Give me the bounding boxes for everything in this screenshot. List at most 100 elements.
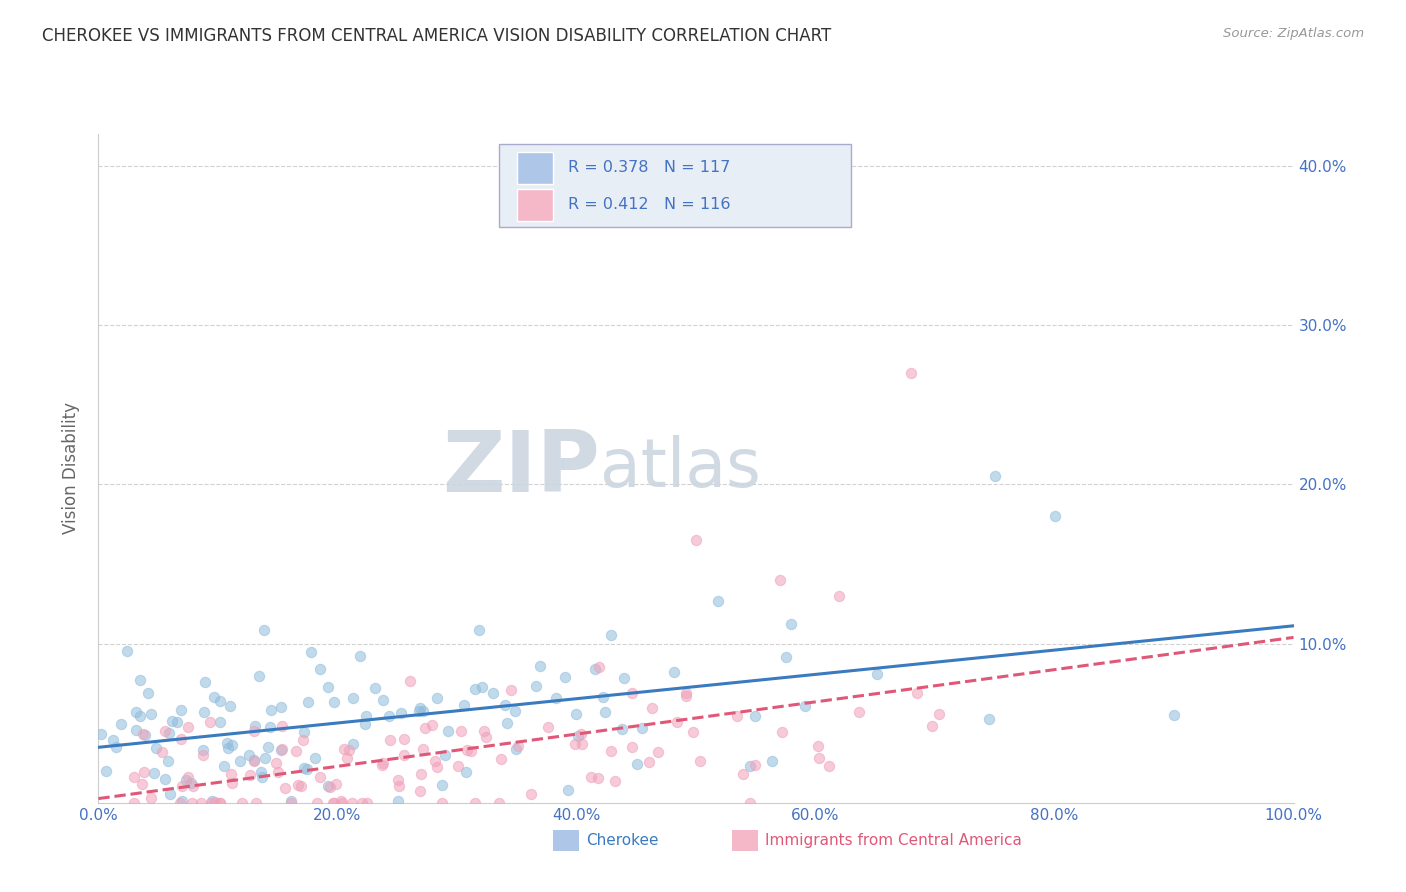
Point bbox=[292, 732, 315, 747]
Point bbox=[818, 759, 841, 773]
Point bbox=[398, 673, 420, 688]
Point bbox=[647, 745, 669, 759]
Point bbox=[150, 745, 173, 759]
Point bbox=[408, 704, 430, 718]
Point bbox=[434, 748, 457, 763]
Point bbox=[412, 742, 434, 756]
Point bbox=[567, 729, 589, 743]
Point bbox=[270, 719, 292, 733]
Point bbox=[371, 756, 394, 771]
Point bbox=[848, 705, 870, 719]
Point bbox=[392, 732, 415, 747]
Point bbox=[738, 759, 761, 773]
Point bbox=[243, 754, 266, 768]
Point bbox=[464, 682, 486, 697]
Point bbox=[409, 701, 432, 715]
Point bbox=[503, 704, 526, 718]
Point bbox=[354, 709, 377, 723]
Point bbox=[565, 707, 588, 722]
Point bbox=[593, 705, 616, 719]
Point bbox=[453, 698, 475, 713]
Point bbox=[423, 754, 446, 768]
Point bbox=[554, 670, 576, 684]
Point bbox=[322, 796, 344, 810]
Point bbox=[253, 623, 276, 637]
Point bbox=[900, 366, 922, 380]
Point bbox=[371, 693, 394, 707]
Point bbox=[450, 724, 472, 739]
Point bbox=[471, 680, 494, 694]
Bar bbox=[517, 152, 553, 184]
Point bbox=[488, 796, 510, 810]
Point bbox=[172, 779, 194, 793]
Point bbox=[505, 742, 527, 756]
Point bbox=[569, 727, 592, 741]
Point bbox=[342, 691, 364, 706]
Point bbox=[204, 795, 226, 809]
Point bbox=[247, 668, 270, 682]
Point bbox=[354, 717, 377, 731]
Point bbox=[174, 772, 197, 787]
Point bbox=[307, 796, 329, 810]
Point bbox=[626, 757, 648, 772]
Point bbox=[333, 742, 356, 756]
Point bbox=[139, 791, 162, 805]
Point bbox=[257, 740, 280, 755]
Point bbox=[557, 782, 579, 797]
Point bbox=[330, 794, 353, 808]
Text: Source: ZipAtlas.com: Source: ZipAtlas.com bbox=[1223, 27, 1364, 40]
Point bbox=[336, 751, 359, 765]
Point bbox=[322, 796, 344, 810]
Point bbox=[253, 750, 276, 764]
Point bbox=[170, 794, 193, 808]
Point bbox=[408, 783, 430, 797]
Point bbox=[426, 760, 449, 774]
Point bbox=[456, 743, 478, 757]
Point bbox=[472, 724, 495, 739]
Point bbox=[125, 705, 148, 719]
Point bbox=[378, 709, 401, 723]
Point bbox=[292, 761, 315, 775]
Point bbox=[529, 658, 551, 673]
Point bbox=[155, 772, 177, 786]
Point bbox=[322, 694, 344, 708]
Point bbox=[169, 796, 191, 810]
Point bbox=[630, 721, 652, 735]
Point bbox=[411, 767, 433, 781]
Point bbox=[979, 712, 1001, 726]
Point bbox=[166, 715, 188, 730]
Point bbox=[128, 709, 150, 723]
Point bbox=[177, 770, 200, 784]
Point bbox=[420, 717, 443, 731]
Point bbox=[494, 698, 516, 712]
Point bbox=[412, 704, 434, 718]
Point bbox=[468, 624, 491, 638]
Point bbox=[1043, 509, 1066, 524]
Point bbox=[245, 796, 267, 810]
Point bbox=[193, 705, 215, 719]
Point bbox=[775, 649, 797, 664]
Point bbox=[101, 733, 124, 747]
Point bbox=[641, 701, 664, 715]
Point bbox=[682, 725, 704, 739]
Point bbox=[779, 616, 801, 631]
Point bbox=[662, 665, 685, 679]
Point bbox=[299, 645, 322, 659]
Point bbox=[599, 744, 621, 758]
Point bbox=[215, 736, 238, 750]
Text: atlas: atlas bbox=[600, 435, 761, 501]
Point bbox=[202, 690, 225, 704]
Point bbox=[437, 723, 460, 738]
Point bbox=[387, 794, 409, 808]
Point bbox=[318, 680, 340, 694]
Point bbox=[685, 533, 707, 547]
Point bbox=[675, 686, 697, 700]
Point bbox=[181, 796, 204, 810]
Point bbox=[319, 780, 342, 794]
Point bbox=[245, 719, 267, 733]
Point bbox=[221, 738, 243, 752]
Point bbox=[239, 768, 262, 782]
Point bbox=[297, 695, 319, 709]
Text: Immigrants from Central America: Immigrants from Central America bbox=[765, 833, 1022, 847]
Point bbox=[588, 659, 610, 673]
